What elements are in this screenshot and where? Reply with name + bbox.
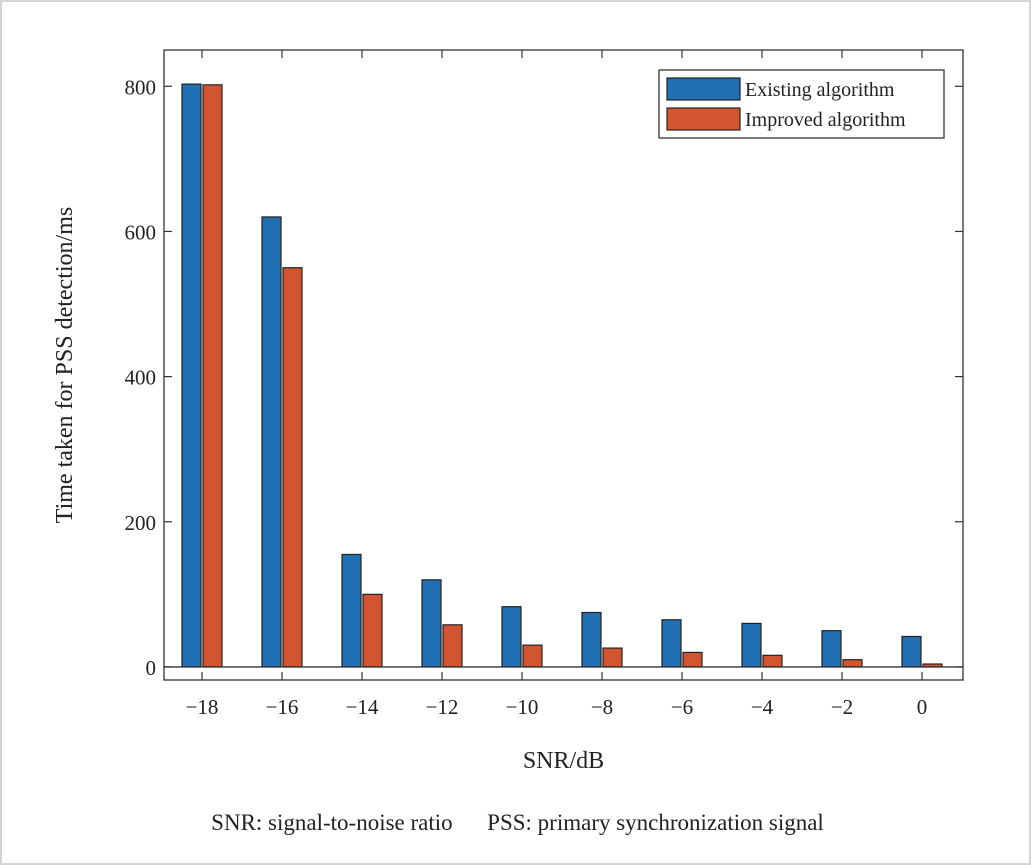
x-tick-label-5: −8 — [591, 695, 613, 719]
y-tick-label-3: 600 — [125, 220, 157, 244]
caption-pss-note: PSS: primary synchronization signal — [487, 810, 824, 835]
bars-group — [181, 83, 943, 668]
x-tick-label-7: −4 — [751, 695, 774, 719]
ticks-group: 0 200 400 600 800 −18 −16 −14 −12 −10 −8 −6 −4 −2 0 — [125, 50, 963, 719]
bar-improved-0 — [202, 84, 223, 668]
bar-existing-5 — [581, 611, 602, 668]
bar-existing-0 — [181, 83, 202, 668]
bar-existing-2 — [341, 553, 362, 668]
bar-existing-6 — [661, 619, 682, 668]
x-tick-label-0: −18 — [186, 695, 219, 719]
bar-improved-8 — [842, 659, 863, 668]
y-axis-title: Time taken for PSS detection/ms — [52, 207, 78, 523]
bar-existing-3 — [421, 579, 442, 668]
x-tick-label-9: 0 — [917, 695, 928, 719]
y-tick-label-4: 800 — [125, 75, 157, 99]
bar-existing-1 — [261, 216, 282, 668]
bar-improved-5 — [602, 647, 623, 668]
bar-chart: 0 200 400 600 800 −18 −16 −14 −12 −10 −8 −6 −4 −2 0 SN… — [52, 49, 964, 774]
x-tick-label-2: −14 — [346, 695, 379, 719]
bar-existing-9 — [901, 635, 922, 668]
legend-label-existing: Existing algorithm — [745, 79, 895, 101]
bar-improved-2 — [362, 593, 383, 668]
bar-improved-3 — [442, 624, 463, 668]
legend-label-improved: Improved algorithm — [745, 109, 906, 131]
x-tick-label-1: −16 — [266, 695, 299, 719]
bar-existing-4 — [501, 606, 522, 668]
y-tick-label-2: 400 — [125, 366, 157, 390]
plot-area — [163, 49, 964, 681]
figure-caption: SNR: signal-to-noise ratio PSS: primary … — [2, 810, 1031, 836]
bar-existing-7 — [741, 622, 762, 668]
bar-existing-8 — [821, 630, 842, 668]
legend-swatch-improved — [666, 107, 741, 131]
legend: Existing algorithm Improved algorithm — [658, 69, 945, 139]
bar-improved-4 — [522, 644, 543, 668]
y-tick-label-0: 0 — [146, 656, 157, 680]
bar-improved-7 — [762, 654, 783, 668]
x-axis-title: SNR/dB — [523, 748, 604, 774]
x-tick-label-8: −2 — [831, 695, 853, 719]
legend-swatch-existing — [666, 77, 741, 101]
x-tick-label-6: −6 — [671, 695, 693, 719]
x-tick-label-4: −10 — [506, 695, 539, 719]
y-tick-label-1: 200 — [125, 511, 157, 535]
caption-snr-note: SNR: signal-to-noise ratio — [211, 810, 453, 835]
x-tick-label-3: −12 — [426, 695, 459, 719]
bar-improved-6 — [682, 651, 703, 668]
bar-improved-1 — [282, 267, 303, 668]
